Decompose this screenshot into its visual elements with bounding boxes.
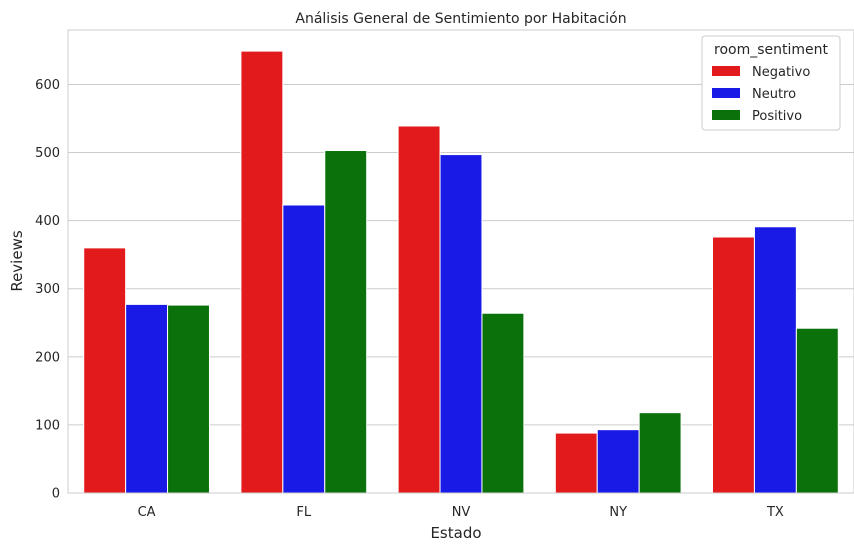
bar-nv-positivo	[481, 312, 525, 494]
bar-tx-negativo	[712, 236, 755, 494]
bars	[83, 50, 839, 494]
y-tick-label: 100	[35, 418, 60, 433]
x-axis-label: Estado	[430, 524, 481, 542]
y-tick-label: 500	[35, 146, 60, 161]
bar-ny-positivo	[638, 412, 682, 494]
bar-nv-neutro	[439, 154, 483, 494]
bar-nv-negativo	[397, 125, 441, 494]
legend-label-positivo: Positivo	[752, 109, 802, 124]
bar-fl-neutro	[282, 204, 326, 494]
bar-ca-negativo	[83, 247, 127, 494]
legend-label-negativo: Negativo	[752, 65, 810, 80]
y-tick-label: 200	[35, 350, 60, 365]
legend-items: Negativo Neutro Positivo	[712, 65, 810, 124]
legend-swatch-positivo	[712, 110, 740, 120]
x-tick-label: TX	[766, 505, 784, 520]
y-tick-label: 300	[35, 282, 60, 297]
legend-swatch-neutro	[712, 88, 740, 98]
x-tick-label: FL	[296, 505, 311, 520]
chart-title: Análisis General de Sentimiento por Habi…	[295, 11, 626, 27]
y-axis-label: Reviews	[8, 230, 26, 292]
bar-tx-neutro	[753, 226, 797, 494]
y-tick-label: 0	[52, 487, 60, 502]
x-tick-label: NV	[452, 505, 471, 520]
legend-title: room_sentiment	[714, 42, 829, 58]
y-tick-label: 400	[35, 214, 60, 229]
legend-swatch-negativo	[712, 66, 740, 76]
x-tick-label: CA	[138, 505, 156, 520]
legend: room_sentiment Negativo Neutro Positivo	[701, 35, 841, 131]
bar-fl-negativo	[240, 50, 284, 494]
y-tick-label: 600	[35, 78, 60, 93]
bar-ca-positivo	[167, 304, 210, 494]
x-tick-label: NY	[609, 505, 627, 520]
x-ticks: CA FL NV NY TX	[138, 505, 784, 520]
y-ticks: 0 100 200 300 400 500 600	[35, 78, 60, 502]
bar-ny-negativo	[554, 432, 598, 494]
legend-box	[701, 35, 841, 131]
bar-tx-positivo	[795, 327, 839, 494]
bar-fl-positivo	[324, 150, 368, 494]
plot-frame	[67, 29, 854, 494]
legend-label-neutro: Neutro	[752, 87, 796, 102]
bar-ny-neutro	[596, 429, 640, 494]
bar-ca-neutro	[125, 303, 169, 494]
